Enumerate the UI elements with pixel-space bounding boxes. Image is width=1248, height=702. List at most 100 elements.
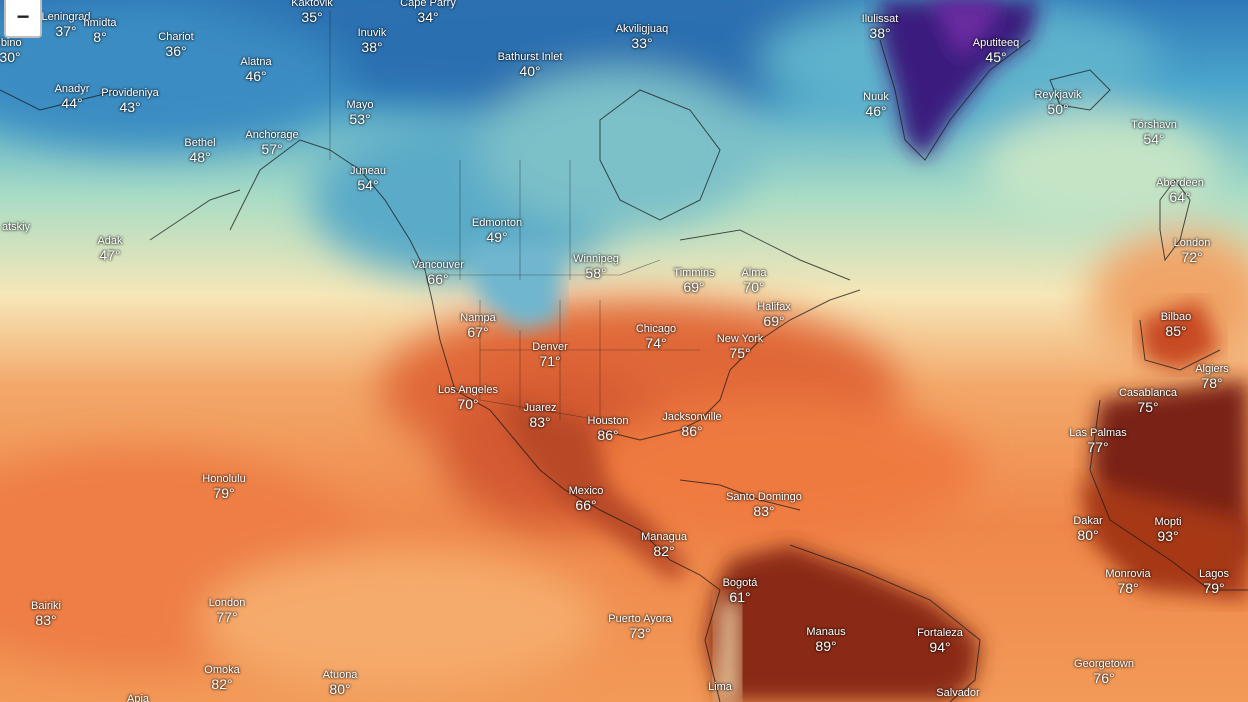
city-label[interactable]: Bethel 48° bbox=[184, 137, 216, 164]
city-label[interactable]: Vancouver 66° bbox=[412, 259, 464, 286]
city-label[interactable]: Inuvik 38° bbox=[358, 27, 387, 54]
city-temperature: 33° bbox=[631, 34, 653, 51]
city-label[interactable]: Timmins 69° bbox=[673, 267, 714, 294]
city-name: Mexico bbox=[568, 485, 604, 497]
city-label[interactable]: ibino 30° bbox=[0, 37, 22, 65]
city-label[interactable]: Manaus 89° bbox=[806, 626, 845, 653]
city-temperature: 34° bbox=[417, 8, 439, 25]
city-name: Algiers bbox=[1195, 363, 1229, 375]
city-label[interactable]: Atuona 80° bbox=[323, 669, 358, 696]
city-name: Juarez bbox=[523, 402, 557, 414]
city-label[interactable]: Alma 70° bbox=[741, 267, 766, 294]
city-label[interactable]: Los Angeles 70° bbox=[438, 384, 498, 411]
city-name: Los Angeles bbox=[438, 384, 498, 396]
city-name: Lagos bbox=[1199, 568, 1229, 580]
city-label[interactable]: Akviligjuaq 33° bbox=[616, 23, 669, 51]
city-label[interactable]: Lima bbox=[708, 681, 732, 694]
city-name: Lima bbox=[708, 681, 732, 693]
city-label[interactable]: Las Palmas 77° bbox=[1069, 427, 1127, 454]
city-label[interactable]: Casablanca 75° bbox=[1119, 387, 1177, 415]
city-label[interactable]: Ilulissat 38° bbox=[862, 13, 899, 40]
city-name: Georgetown bbox=[1074, 658, 1134, 670]
city-label[interactable]: Denver 71° bbox=[532, 341, 567, 369]
city-label[interactable]: New York 75° bbox=[716, 333, 764, 360]
city-label[interactable]: Chariot 36° bbox=[158, 31, 193, 58]
city-temperature: 69° bbox=[763, 312, 785, 329]
city-label[interactable]: Georgetown 76° bbox=[1074, 658, 1134, 685]
city-temperature: 8° bbox=[93, 28, 107, 45]
city-label[interactable]: hmidta 8° bbox=[83, 17, 116, 45]
city-label[interactable]: Edmonton 49° bbox=[472, 217, 522, 245]
city-label[interactable]: Monrovia 78° bbox=[1105, 568, 1150, 595]
city-label[interactable]: Dakar 80° bbox=[1073, 515, 1102, 542]
city-name: Nuuk bbox=[863, 91, 889, 103]
city-label[interactable]: Anadyr 44° bbox=[55, 83, 90, 110]
city-label[interactable]: Mopti 93° bbox=[1155, 516, 1182, 543]
city-temperature: 77° bbox=[216, 608, 238, 625]
city-label[interactable]: Anchorage 57° bbox=[245, 129, 298, 156]
city-label[interactable]: Salvador bbox=[936, 687, 980, 700]
city-label[interactable]: Lagos 79° bbox=[1199, 568, 1229, 595]
city-name: Omoka bbox=[204, 664, 240, 676]
city-name: Vancouver bbox=[412, 259, 464, 271]
city-label[interactable]: Honolulu 79° bbox=[202, 473, 245, 500]
city-label[interactable]: Algiers 78° bbox=[1195, 363, 1229, 390]
city-label[interactable]: Nuuk 46° bbox=[863, 91, 889, 118]
city-temperature: 71° bbox=[539, 352, 561, 369]
city-label[interactable]: Managua 82° bbox=[641, 531, 687, 558]
city-label[interactable]: Provideniya 43° bbox=[101, 87, 158, 114]
city-label[interactable]: London 72° bbox=[1173, 237, 1211, 264]
city-label[interactable]: Jacksonville 86° bbox=[662, 411, 721, 438]
city-label[interactable]: Santo Domingo 83° bbox=[726, 491, 802, 518]
city-temperature: 54° bbox=[357, 176, 379, 193]
city-label[interactable]: Reykjavik 50° bbox=[1034, 89, 1081, 116]
city-label[interactable]: Bogotá 61° bbox=[723, 577, 758, 604]
city-label[interactable]: Juneau 54° bbox=[350, 165, 386, 193]
city-label[interactable]: Winnipeg 58° bbox=[573, 253, 619, 280]
city-label[interactable]: Omoka 82° bbox=[204, 664, 240, 692]
city-label[interactable]: Apia bbox=[127, 693, 149, 702]
city-temperature: 49° bbox=[486, 228, 508, 245]
city-label[interactable]: Chicago 74° bbox=[635, 323, 677, 351]
city-label[interactable]: Juarez 83° bbox=[523, 402, 557, 429]
city-name: Aputiteeq bbox=[972, 37, 1020, 49]
city-label[interactable]: Aputiteeq 45° bbox=[972, 37, 1020, 65]
city-label[interactable]: Aberdeen 64° bbox=[1156, 177, 1204, 204]
city-temperature: 66° bbox=[575, 496, 597, 513]
city-label[interactable]: Bairiki 83° bbox=[31, 600, 61, 627]
city-label[interactable]: Adak 47° bbox=[97, 235, 122, 262]
city-label[interactable]: Tórshavn 54° bbox=[1131, 119, 1177, 146]
city-name: New York bbox=[716, 333, 764, 345]
zoom-out-button[interactable]: − bbox=[4, 0, 42, 38]
city-name: Chicago bbox=[635, 323, 677, 335]
city-temperature: 74° bbox=[645, 334, 667, 351]
city-name: London bbox=[1173, 237, 1211, 249]
city-label[interactable]: London 77° bbox=[209, 597, 246, 625]
city-label[interactable]: Bathurst Inlet 40° bbox=[498, 51, 563, 78]
city-name: Bethel bbox=[184, 137, 216, 149]
city-name: Puerto Ayora bbox=[608, 613, 672, 625]
city-label[interactable]: Houston 86° bbox=[588, 415, 629, 442]
city-label[interactable]: Fortaleza 94° bbox=[917, 627, 963, 654]
city-label[interactable]: Halifax 69° bbox=[757, 301, 791, 329]
city-label[interactable]: Leningrad 37° bbox=[42, 11, 91, 38]
city-temperature: 82° bbox=[211, 675, 233, 692]
city-temperature: 45° bbox=[985, 48, 1007, 65]
city-label[interactable]: atskiy bbox=[2, 221, 30, 234]
city-label[interactable]: Kaktovik 35° bbox=[291, 0, 333, 24]
zoom-out-icon: − bbox=[16, 4, 30, 29]
city-temperature: 30° bbox=[0, 48, 21, 65]
city-temperature: 85° bbox=[1165, 322, 1187, 339]
city-label[interactable]: Nampa 67° bbox=[460, 312, 495, 339]
city-name: Las Palmas bbox=[1069, 427, 1127, 439]
city-temperature: 75° bbox=[1137, 398, 1159, 415]
city-label[interactable]: Puerto Ayora 73° bbox=[608, 613, 672, 640]
city-label[interactable]: Mayo 53° bbox=[347, 99, 374, 126]
city-name: Salvador bbox=[936, 687, 980, 699]
city-label[interactable]: Alatna 46° bbox=[240, 56, 271, 83]
city-label[interactable]: Mexico 66° bbox=[568, 485, 604, 513]
city-label[interactable]: Cape Parry 34° bbox=[400, 0, 456, 24]
city-label[interactable]: Bilbao 85° bbox=[1161, 311, 1192, 339]
city-name: Kaktovik bbox=[291, 0, 333, 9]
